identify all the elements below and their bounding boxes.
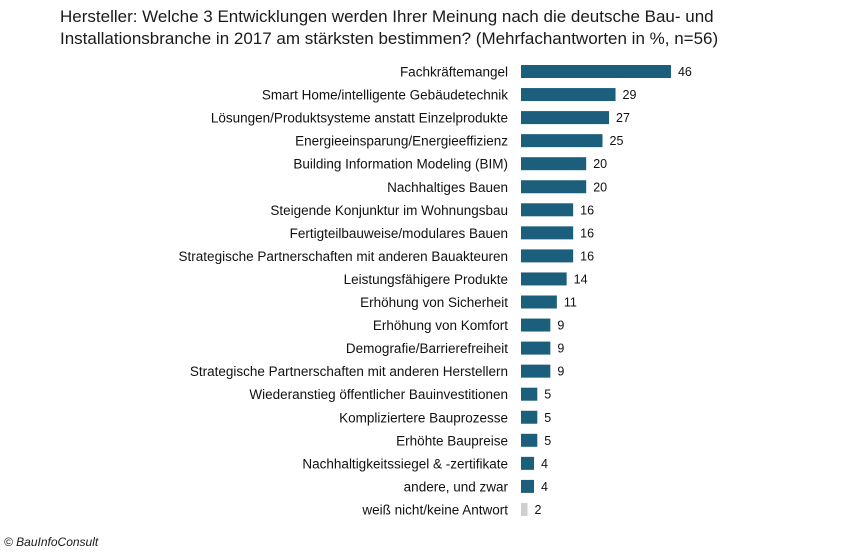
category-label: Building Information Modeling (BIM) (293, 157, 508, 172)
bar (521, 157, 587, 171)
category-label: Kompliziertere Bauprozesse (339, 410, 508, 425)
category-label: weiß nicht/keine Antwort (361, 502, 508, 517)
category-label: Steigende Konjunktur im Wohnungsbau (270, 203, 508, 218)
category-label: Erhöhung von Sicherheit (360, 295, 508, 310)
bar (521, 65, 671, 78)
bar (521, 180, 587, 194)
value-label: 9 (557, 365, 564, 379)
value-label: 9 (557, 342, 564, 356)
bar (521, 456, 535, 470)
value-label: 11 (564, 296, 577, 310)
category-label: andere, und zwar (404, 479, 509, 494)
category-label: Lösungen/Produktsysteme anstatt Einzelpr… (211, 111, 508, 126)
bar (521, 272, 567, 286)
category-label: Wiederanstieg öffentlicher Bauinvestitio… (249, 387, 508, 402)
value-label: 29 (623, 88, 637, 102)
bar (521, 134, 603, 148)
value-label: 16 (580, 249, 594, 263)
bar (521, 88, 616, 102)
bar (521, 502, 528, 516)
bar (521, 364, 551, 378)
bar (521, 295, 557, 309)
value-label: 16 (580, 226, 594, 240)
category-label: Nachhaltiges Bauen (387, 180, 508, 195)
chart-title-line-1: Hersteller: Welche 3 Entwicklungen werde… (60, 7, 714, 26)
copyright-note: © BauInfoConsult (4, 535, 99, 549)
bar (521, 433, 538, 447)
value-label: 20 (593, 157, 607, 171)
bar (521, 318, 551, 332)
value-label: 46 (678, 65, 692, 79)
category-label: Smart Home/intelligente Gebäudetechnik (262, 88, 508, 103)
bar (521, 479, 535, 493)
category-label: Erhöhte Baupreise (396, 433, 508, 448)
category-label: Nachhaltigkeitssiegel & -zertifikate (302, 456, 508, 471)
value-label: 5 (544, 411, 551, 425)
value-label: 20 (593, 180, 607, 194)
chart-title-line-2: Installationsbranche in 2017 am stärkste… (60, 29, 719, 48)
category-label: Fachkräftemangel (400, 65, 508, 80)
chart-title: Hersteller: Welche 3 Entwicklungen werde… (60, 6, 840, 50)
value-label: 14 (574, 272, 588, 286)
value-label: 9 (557, 319, 564, 333)
bar (521, 410, 538, 424)
category-label: Erhöhung von Komfort (373, 318, 508, 333)
category-label: Energieeinsparung/Energieeffizienz (295, 134, 508, 149)
category-label: Strategische Partnerschaften mit anderen… (190, 364, 508, 379)
value-label: 25 (610, 134, 624, 148)
category-label: Demografie/Barrierefreiheit (346, 341, 508, 356)
value-label: 5 (544, 434, 551, 448)
value-label: 2 (535, 503, 542, 517)
bar (521, 226, 574, 240)
bar (521, 203, 574, 217)
value-label: 16 (580, 203, 594, 217)
category-label: Strategische Partnerschaften mit anderen… (179, 249, 508, 264)
value-label: 5 (544, 388, 551, 402)
bar (521, 341, 551, 355)
category-label: Leistungsfähigere Produkte (344, 272, 508, 287)
bar (521, 111, 610, 125)
value-label: 27 (616, 111, 630, 125)
value-label: 4 (541, 480, 548, 494)
bar (521, 387, 538, 401)
bar (521, 249, 574, 263)
value-label: 4 (541, 457, 548, 471)
category-label: Fertigteilbauweise/modulares Bauen (290, 226, 508, 241)
